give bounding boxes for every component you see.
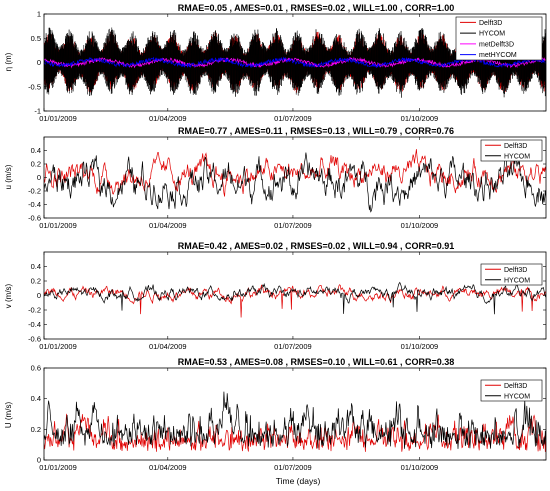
legend-label-delft3d: Delft3D [504, 383, 527, 390]
y-tick-label: -0.4 [28, 320, 41, 329]
panel-v-title: RMAE=0.42 , AMES=0.02 , RMSES=0.02 , WIL… [178, 241, 455, 251]
axes-frame [43, 136, 547, 219]
x-tick-label: 01/01/2009 [39, 114, 77, 123]
y-tick-label: 0.6 [31, 364, 41, 373]
y-tick-label: 0.5 [31, 34, 41, 43]
x-tick-label: 01/04/2009 [149, 342, 187, 351]
legend-label-delft3d: Delft3D [504, 143, 527, 150]
x-tick-label: 01/01/2009 [39, 463, 77, 472]
series-group [44, 27, 546, 98]
x-tick-label: 01/10/2009 [401, 114, 439, 123]
series-line-hycom [44, 152, 546, 213]
x-tick-label: 01/10/2009 [401, 221, 439, 230]
x-tick-label: 01/07/2009 [274, 342, 312, 351]
y-tick-label: 0.2 [31, 277, 41, 286]
y-tick-label: 0.4 [31, 146, 41, 155]
legend-label-delft3d: Delft3D [504, 267, 527, 274]
x-tick-label: 01/04/2009 [149, 463, 187, 472]
y-tick-label: 0 [37, 58, 41, 67]
x-tick-label: 01/01/2009 [39, 221, 77, 230]
panel-u-ylabel: u (m/s) [4, 164, 13, 189]
x-tick-label: 01/04/2009 [149, 221, 187, 230]
y-tick-label: 0.4 [31, 262, 41, 271]
y-tick-label: 0.2 [31, 160, 41, 169]
legend: Delft3D HYCOM [480, 379, 543, 402]
y-tick-label: 1 [37, 10, 41, 19]
y-tick-label: 0.2 [31, 425, 41, 434]
legend-label-delft3d: Delft3D [479, 20, 502, 27]
panel-v-ylabel: v (m/s) [4, 283, 13, 308]
series-line-metdelft3d [44, 56, 546, 69]
series-group [44, 281, 546, 318]
y-tick-label: -0.6 [28, 214, 41, 223]
series-line-hycom [44, 391, 546, 449]
x-tick-label: 01/04/2009 [149, 114, 187, 123]
legend-label-methycom: metHYCOM [479, 52, 517, 59]
legend-label-hycom: HYCOM [504, 393, 530, 400]
panel-speed: RMAE=0.53 , AMES=0.08 , RMSES=0.10 , WIL… [4, 357, 547, 472]
x-tick-label: 01/10/2009 [401, 463, 439, 472]
panel-eta-title: RMAE=0.05 , AMES=0.01 , RMSES=0.02 , WIL… [178, 3, 455, 13]
legend-label-hycom: HYCOM [504, 277, 530, 284]
legend: Delft3D HYCOM [480, 139, 543, 162]
series-line-delft3d [44, 149, 546, 197]
panel-speed-title: RMAE=0.53 , AMES=0.08 , RMSES=0.10 , WIL… [178, 357, 455, 367]
y-tick-label: -0.5 [28, 82, 41, 91]
series-group [44, 391, 546, 452]
panel-eta: RMAE=0.05 , AMES=0.01 , RMSES=0.02 , WIL… [4, 3, 547, 123]
y-tick-label: -0.2 [28, 306, 41, 315]
y-tick-label: 0.4 [31, 394, 41, 403]
legend-box [455, 16, 543, 61]
x-tick-label: 01/07/2009 [274, 221, 312, 230]
x-axis-label: Time (days) [276, 476, 321, 486]
y-tick-label: -0.2 [28, 187, 41, 196]
x-tick-label: 01/01/2009 [39, 342, 77, 351]
series-line-hycom [44, 27, 546, 98]
panel-u-title: RMAE=0.77 , AMES=0.11 , RMSES=0.13 , WIL… [178, 126, 454, 136]
legend: Delft3D HYCOM metDelft3D metHYCOM [455, 16, 543, 61]
axes-frame [43, 251, 547, 340]
series-group [44, 149, 546, 213]
legend-label-hycom: HYCOM [479, 31, 505, 38]
axes-frame [43, 13, 547, 112]
series-line-delft3d [44, 413, 546, 452]
y-tick-label: -0.6 [28, 335, 41, 344]
panel-speed-ylabel: U (m/s) [4, 402, 13, 429]
series-line-methycom [44, 56, 546, 69]
legend-label-hycom: HYCOM [504, 153, 530, 160]
x-tick-label: 01/07/2009 [274, 114, 312, 123]
y-tick-label: 0 [37, 291, 41, 300]
panel-v: RMAE=0.42 , AMES=0.02 , RMSES=0.02 , WIL… [4, 241, 547, 351]
y-tick-label: 0 [37, 456, 41, 465]
x-tick-label: 01/10/2009 [401, 342, 439, 351]
legend: Delft3D HYCOM [480, 263, 543, 286]
y-tick-label: 0 [37, 173, 41, 182]
y-tick-label: -0.4 [28, 200, 41, 209]
axes-frame [43, 367, 547, 461]
panel-u: RMAE=0.77 , AMES=0.11 , RMSES=0.13 , WIL… [4, 126, 547, 230]
series-line-hycom [44, 281, 546, 315]
x-tick-label: 01/07/2009 [274, 463, 312, 472]
panel-eta-ylabel: η (m) [4, 52, 13, 71]
legend-label-metdelft3d: metDelft3D [479, 41, 514, 48]
y-tick-label: -1 [34, 107, 41, 116]
